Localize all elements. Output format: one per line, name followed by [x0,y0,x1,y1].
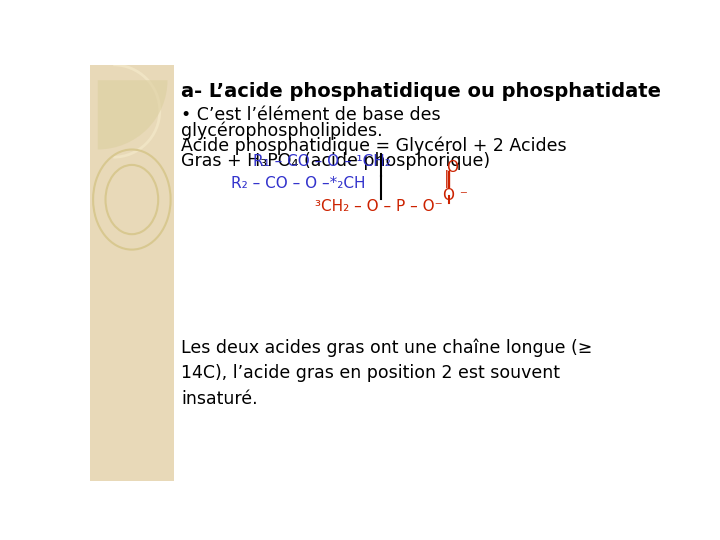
Text: O ⁻: O ⁻ [443,187,467,202]
Text: glycérophospholipides.: glycérophospholipides. [181,121,383,139]
Bar [174,65,648,481]
Text: Acide phosphatidique = Glycérol + 2 Acides: Acide phosphatidique = Glycérol + 2 Acid… [181,137,567,155]
Text: R₁ – CO – O – ¹CH₂: R₁ – CO – O – ¹CH₂ [253,154,391,169]
Text: Les deux acides gras ont une chaîne longue (≥
14C), l’acide gras en position 2 e: Les deux acides gras ont une chaîne long… [181,338,593,408]
Text: • C’est l’élément de base des: • C’est l’élément de base des [181,106,441,124]
Text: a- L’acide phosphatidique ou phosphatidate: a- L’acide phosphatidique ou phosphatida… [181,82,662,101]
Text: ³CH₂ – O – P – O⁻: ³CH₂ – O – P – O⁻ [315,199,442,214]
Wedge shape [98,80,168,150]
Bar [90,65,174,481]
Text: ‖: ‖ [444,170,452,188]
Text: R₂ – CO – O –*₂CH: R₂ – CO – O –*₂CH [231,176,366,191]
Text: O: O [446,159,458,174]
Text: Gras + H₃PO₄ (acide phosphorique): Gras + H₃PO₄ (acide phosphorique) [181,152,490,170]
